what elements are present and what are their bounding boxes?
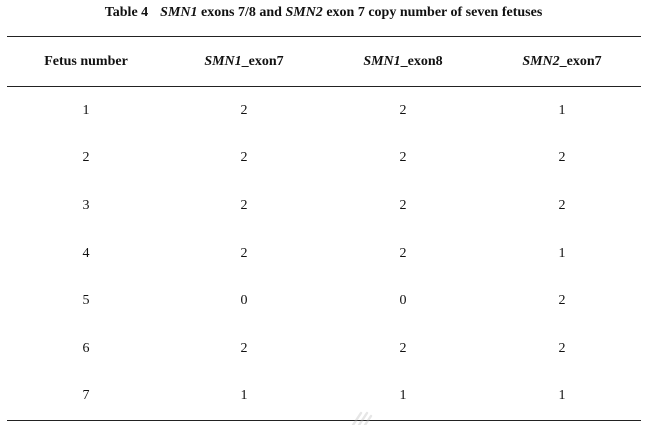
cell-fetus-number: 4: [82, 245, 90, 261]
table-header-row: Fetus number SMN1_exon7 SMN1_exon8 SMN2_…: [7, 36, 641, 87]
table-caption: Table 4 SMN1 exons 7/8 and SMN2 exon 7 co…: [0, 5, 647, 21]
table-row: 5 0 0 2: [7, 277, 641, 325]
cell-smn1-exon7: 1: [240, 388, 248, 404]
table-row: 3 2 2 2: [7, 182, 641, 230]
table-row: 2 2 2 2: [7, 135, 641, 183]
caption-label: Table 4: [104, 5, 149, 20]
cell-smn1-exon8: 2: [399, 150, 407, 166]
caption-text-1: exons 7/8 and: [197, 5, 286, 20]
cell-fetus-number: 1: [82, 102, 90, 118]
cell-smn1-exon8: 2: [399, 102, 407, 118]
caption-gene-2: SMN2: [285, 5, 323, 20]
cell-fetus-number: 6: [82, 340, 90, 356]
table-row: 1 2 2 1: [7, 87, 641, 135]
caption-gene-1: SMN1: [160, 5, 198, 20]
table-row: 6 2 2 2: [7, 325, 641, 373]
header-fetus-number: Fetus number: [44, 53, 128, 69]
header-smn2-exon7: SMN2_exon7: [522, 53, 602, 69]
cell-smn2-exon7: 2: [558, 293, 566, 309]
cell-smn2-exon7: 2: [558, 340, 566, 356]
cell-smn1-exon7: 2: [240, 197, 248, 213]
cell-fetus-number: 3: [82, 197, 90, 213]
cell-smn2-exon7: 2: [558, 150, 566, 166]
cell-smn2-exon7: 1: [558, 102, 566, 118]
table-row: 4 2 2 1: [7, 230, 641, 278]
cell-smn2-exon7: 1: [558, 245, 566, 261]
cell-smn1-exon7: 2: [240, 102, 248, 118]
cell-smn1-exon8: 1: [399, 388, 407, 404]
cell-smn1-exon7: 2: [240, 150, 248, 166]
cell-smn1-exon7: 2: [240, 245, 248, 261]
caption-text-2: exon 7 copy number of seven fetuses: [322, 5, 543, 20]
cell-smn2-exon7: 1: [558, 388, 566, 404]
cell-smn1-exon7: 2: [240, 340, 248, 356]
cell-smn1-exon8: 0: [399, 293, 407, 309]
copy-number-table: Fetus number SMN1_exon7 SMN1_exon8 SMN2_…: [7, 36, 641, 421]
cell-smn1-exon8: 2: [399, 245, 407, 261]
cell-fetus-number: 5: [82, 293, 90, 309]
cell-fetus-number: 2: [82, 150, 90, 166]
cell-smn1-exon8: 2: [399, 197, 407, 213]
watermark-mark: [351, 411, 373, 425]
cell-fetus-number: 7: [82, 388, 90, 404]
header-smn1-exon8: SMN1_exon8: [363, 53, 443, 69]
table-row: 7 1 1 1: [7, 373, 641, 421]
header-smn1-exon7: SMN1_exon7: [204, 53, 284, 69]
cell-smn1-exon8: 2: [399, 340, 407, 356]
cell-smn2-exon7: 2: [558, 197, 566, 213]
cell-smn1-exon7: 0: [240, 293, 248, 309]
